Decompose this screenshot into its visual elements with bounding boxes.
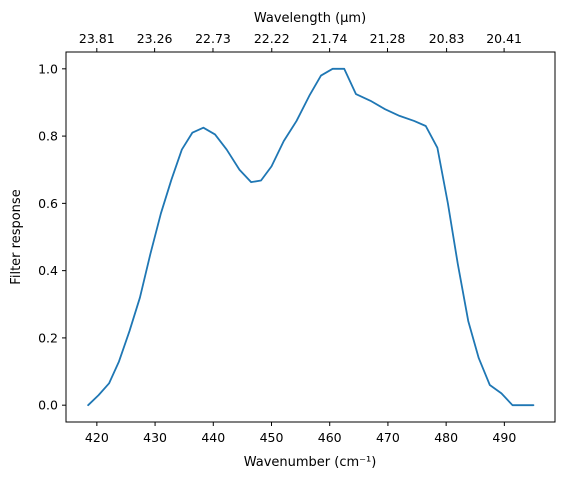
x-tick-label: 450 <box>260 430 284 445</box>
x-tick-label: 490 <box>492 430 516 445</box>
y-tick-label: 0.0 <box>38 398 58 413</box>
x-tick-label: 480 <box>434 430 458 445</box>
y-tick-label: 0.4 <box>38 263 58 278</box>
y-axis: 0.0 0.2 0.4 0.6 0.8 1.0 <box>38 61 66 413</box>
y-tick-label: 0.8 <box>38 129 58 144</box>
series-line-0 <box>87 67 535 407</box>
x-axis-title: Wavenumber (cm⁻¹) <box>244 455 377 470</box>
x-tick-label: 460 <box>318 430 342 445</box>
y-tick-label: 1.0 <box>38 61 58 76</box>
x-tick-label: 440 <box>201 430 225 445</box>
y-axis-title: Filter response <box>9 189 24 284</box>
x-tick-label: 470 <box>376 430 400 445</box>
top-tick-label: 22.22 <box>254 31 290 46</box>
top-tick-label: 21.74 <box>312 31 348 46</box>
y-tick-label: 0.6 <box>38 196 58 211</box>
top-tick-label: 23.81 <box>79 31 115 46</box>
top-tick-label: 20.83 <box>429 31 465 46</box>
plot-frame <box>65 51 556 423</box>
top-tick-label: 23.26 <box>137 31 173 46</box>
bottom-x-axis: 420 430 440 450 460 470 480 490 <box>85 422 516 445</box>
top-x-axis: 23.81 23.26 22.73 22.22 21.74 21.28 20.83 20.41 <box>79 31 522 52</box>
x-tick-label: 420 <box>85 430 109 445</box>
top-tick-label: 20.41 <box>486 31 522 46</box>
top-tick-label: 21.28 <box>370 31 406 46</box>
top-axis-title: Wavelength (μm) <box>254 11 366 26</box>
top-tick-label: 22.73 <box>195 31 231 46</box>
plot-area <box>66 52 555 422</box>
series-layer <box>87 67 535 407</box>
x-tick-label: 430 <box>143 430 167 445</box>
y-tick-label: 0.2 <box>38 330 58 345</box>
